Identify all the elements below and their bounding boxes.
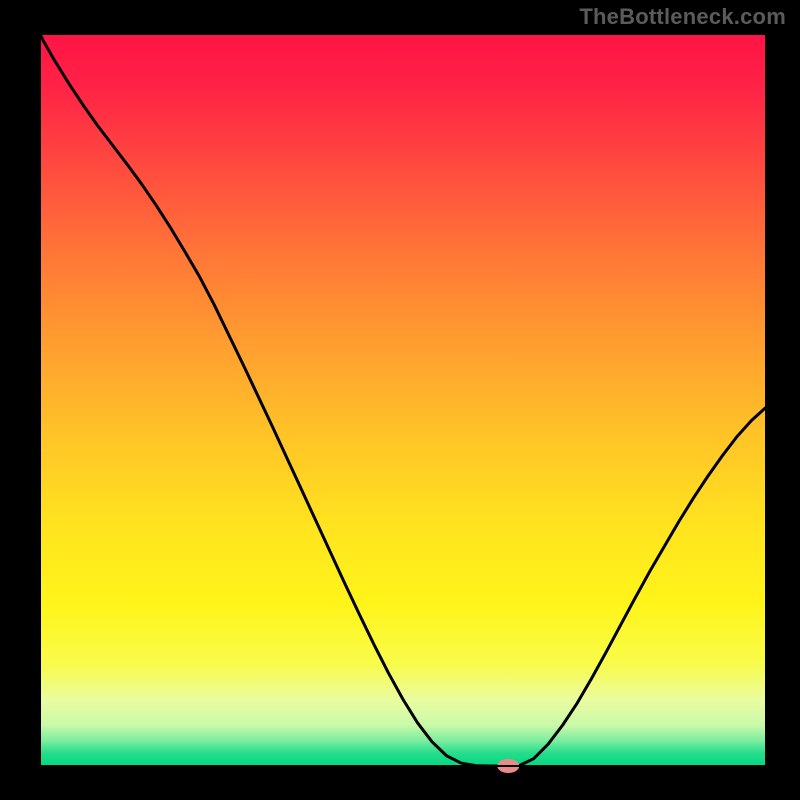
bottleneck-chart: [0, 0, 800, 800]
attribution-label: TheBottleneck.com: [579, 4, 786, 30]
plot-gradient: [40, 34, 766, 766]
